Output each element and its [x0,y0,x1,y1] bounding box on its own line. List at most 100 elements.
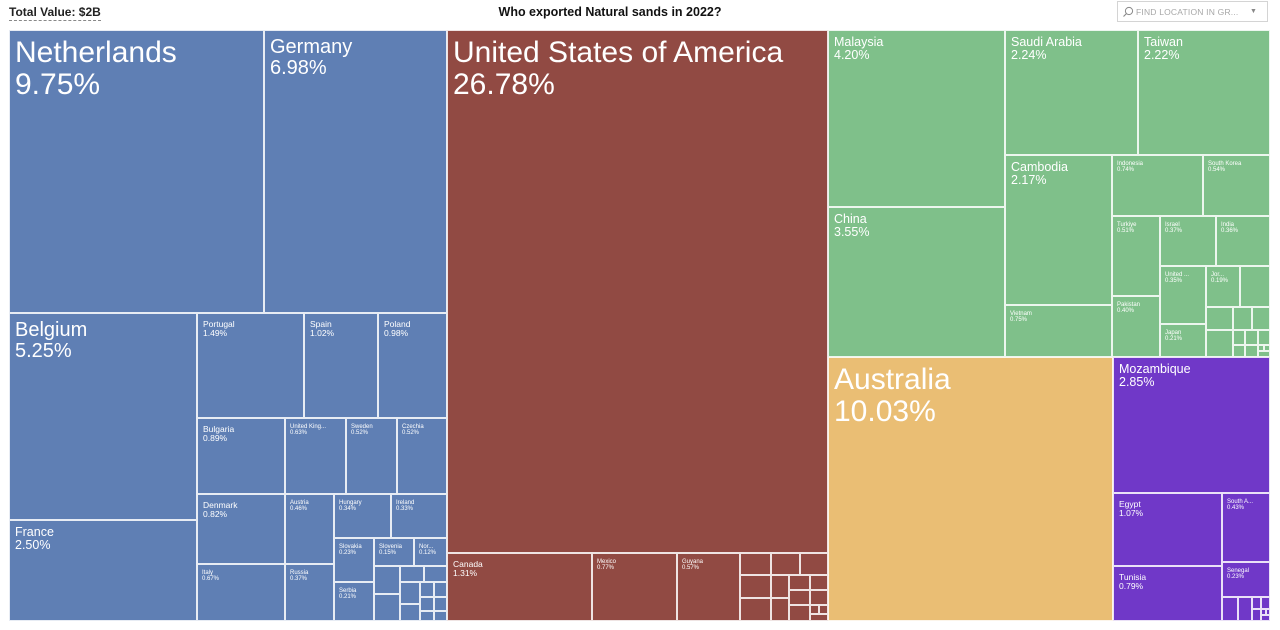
treemap-cell-small-asia[interactable] [1258,351,1270,357]
treemap-cell-small-north-america[interactable] [789,605,810,621]
treemap-cell-russia[interactable]: Russia 0.37% [285,564,334,621]
treemap-cell-small-asia[interactable] [1233,345,1245,357]
treemap-cell-small-north-america[interactable] [789,590,810,605]
treemap-cell-small-north-america[interactable] [800,553,828,575]
treemap-cell-south-korea[interactable]: South Korea 0.54% [1203,155,1270,216]
treemap-cell-small-europe[interactable] [400,604,420,621]
find-location-search[interactable]: ▼ [1117,1,1268,22]
treemap-cell-slovenia[interactable]: Slovenia 0.15% [374,538,414,566]
treemap-cell-small-asia[interactable] [1206,330,1233,357]
treemap-cell-india[interactable]: India 0.36% [1216,216,1270,266]
treemap-cell-small-europe[interactable] [400,582,420,604]
treemap-cell-canada[interactable]: Canada 1.31% [447,553,592,621]
treemap-cell-turkiye[interactable]: Turkiye 0.51% [1112,216,1160,296]
treemap-cell-japan[interactable]: Japan 0.21% [1160,324,1206,357]
treemap-cell-small-north-america[interactable] [819,605,828,614]
treemap-cell-bulgaria[interactable]: Bulgaria 0.89% [197,418,285,494]
treemap-cell-tunisia[interactable]: Tunisia 0.79% [1113,566,1222,621]
search-input[interactable] [1134,6,1244,17]
treemap-cell-pakistan[interactable]: Pakistan 0.40% [1112,296,1160,357]
total-value[interactable]: Total Value: $2B [9,5,101,21]
treemap-cell-sweden[interactable]: Sweden 0.52% [346,418,397,494]
treemap-cell-italy[interactable]: Italy 0.67% [197,564,285,621]
treemap-cell-small-europe[interactable] [374,566,400,594]
treemap-cell-small-north-america[interactable] [810,614,828,621]
treemap-cell-small-asia[interactable] [1233,330,1245,345]
treemap-cell-portugal[interactable]: Portugal 1.49% [197,313,304,418]
treemap-cell-small-africa[interactable] [1261,615,1270,621]
treemap-cell-small-north-america[interactable] [810,575,828,590]
treemap-cell-small-asia[interactable] [1264,345,1270,351]
country-share: 6.98% [270,57,327,79]
treemap-cell-saudi-arabia[interactable]: Saudi Arabia 2.24% [1005,30,1138,155]
treemap-cell-spain[interactable]: Spain 1.02% [304,313,378,418]
treemap-cell-small-north-america[interactable] [740,598,771,621]
treemap-cell-egypt[interactable]: Egypt 1.07% [1113,493,1222,566]
treemap-cell-small-europe[interactable] [400,566,424,582]
treemap-cell-ireland[interactable]: Ireland 0.33% [391,494,447,538]
treemap-cell-small-europe[interactable] [374,594,400,621]
treemap-cell-small-north-america[interactable] [771,598,789,621]
treemap-cell-small-europe[interactable] [434,582,447,597]
treemap-cell-small-north-america[interactable] [740,575,771,598]
treemap-cell-south-africa[interactable]: South A... 0.43% [1222,493,1270,562]
treemap-cell-small-africa[interactable] [1266,609,1270,615]
treemap-cell-small-north-america[interactable] [771,575,789,598]
treemap-cell-small-africa[interactable] [1261,597,1270,609]
treemap-cell-small-africa[interactable] [1261,609,1266,615]
treemap-cell-germany[interactable]: Germany 6.98% [264,30,447,313]
treemap-cell-united-kingdom[interactable]: United King... 0.63% [285,418,346,494]
country-name: United States of America [453,36,784,69]
treemap-cell-small-europe[interactable] [434,611,447,621]
treemap-cell-austria[interactable]: Austria 0.46% [285,494,334,564]
treemap-cell-jordan[interactable]: Jor... 0.19% [1206,266,1240,307]
treemap-cell-small-africa[interactable] [1252,597,1261,609]
treemap-cell-australia[interactable]: Australia 10.03% [828,357,1113,621]
treemap-cell-denmark[interactable]: Denmark 0.82% [197,494,285,564]
treemap-cell-malaysia[interactable]: Malaysia 4.20% [828,30,1005,207]
treemap-cell-slovakia[interactable]: Slovakia 0.23% [334,538,374,582]
treemap-cell-cambodia[interactable]: Cambodia 2.17% [1005,155,1112,305]
treemap-cell-small-africa[interactable] [1238,597,1252,621]
treemap-cell-china[interactable]: China 3.55% [828,207,1005,357]
treemap-cell-small-asia[interactable] [1240,266,1270,307]
treemap-cell-small-europe[interactable] [434,597,447,611]
treemap-cell-small-asia[interactable] [1245,345,1258,357]
treemap-cell-belgium[interactable]: Belgium 5.25% [9,313,197,520]
treemap-cell-taiwan[interactable]: Taiwan 2.22% [1138,30,1270,155]
treemap-cell-indonesia[interactable]: Indonesia 0.74% [1112,155,1203,216]
treemap-cell-small-asia[interactable] [1258,330,1270,345]
treemap-cell-small-north-america[interactable] [810,590,828,605]
treemap-cell-small-north-america[interactable] [771,553,800,575]
treemap-cell-france[interactable]: France 2.50% [9,520,197,621]
treemap-cell-small-asia[interactable] [1258,345,1264,351]
treemap-cell-czechia[interactable]: Czechia 0.52% [397,418,447,494]
treemap-cell-netherlands[interactable]: Netherlands 9.75% [9,30,264,313]
treemap-cell-senegal[interactable]: Senegal 0.23% [1222,562,1270,597]
treemap-cell-israel[interactable]: Israel 0.37% [1160,216,1216,266]
treemap-cell-guyana[interactable]: Guyana 0.57% [677,553,740,621]
treemap-cell-vietnam[interactable]: Vietnam 0.75% [1005,305,1112,357]
treemap-cell-mozambique[interactable]: Mozambique 2.85% [1113,357,1270,493]
treemap-cell-small-asia[interactable] [1206,307,1233,330]
treemap-cell-small-africa[interactable] [1222,597,1238,621]
treemap-cell-hungary[interactable]: Hungary 0.34% [334,494,391,538]
treemap-cell-small-asia[interactable] [1252,307,1270,330]
treemap-cell-small-europe[interactable] [420,597,434,611]
treemap-cell-poland[interactable]: Poland 0.98% [378,313,447,418]
treemap-cell-united-arab-emirates[interactable]: United ... 0.35% [1160,266,1206,324]
treemap-cell-small-europe[interactable] [420,611,434,621]
treemap-cell-small-asia[interactable] [1233,307,1252,330]
treemap-cell-mexico[interactable]: Mexico 0.77% [592,553,677,621]
treemap-cell-united-states-of-america[interactable]: United States of America 26.78% [447,30,828,553]
treemap-cell-small-europe[interactable] [424,566,447,582]
treemap-cell-small-north-america[interactable] [789,575,810,590]
treemap-cell-small-africa[interactable] [1252,609,1261,621]
treemap-cell-small-asia[interactable] [1245,330,1258,345]
treemap-cell-serbia[interactable]: Serbia 0.21% [334,582,374,621]
treemap-cell-small-north-america[interactable] [810,605,819,614]
dropdown-caret-icon[interactable]: ▼ [1250,8,1257,15]
treemap-cell-norway[interactable]: Nor... 0.12% [414,538,447,566]
treemap-cell-small-north-america[interactable] [740,553,771,575]
treemap-cell-small-europe[interactable] [420,582,434,597]
